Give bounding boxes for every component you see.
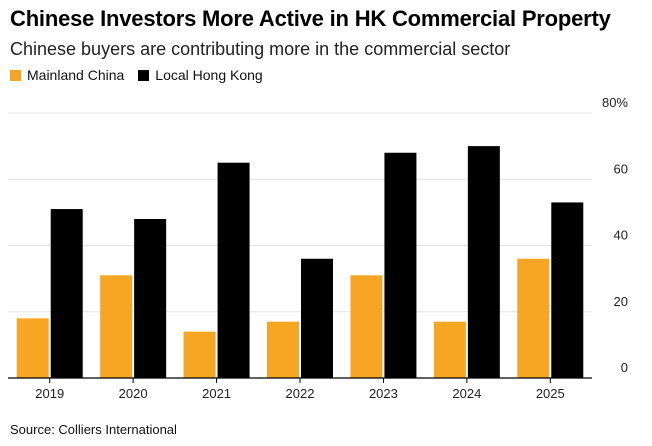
x-tick-label-2022: 2022 xyxy=(286,386,315,401)
chart-subtitle: Chinese buyers are contributing more in … xyxy=(10,39,511,59)
x-tick-label-2020: 2020 xyxy=(119,386,148,401)
bar-mainland-2020 xyxy=(100,275,133,378)
bar-local-2021 xyxy=(217,162,250,378)
bar-mainland-2022 xyxy=(267,321,299,378)
bar-local-2023 xyxy=(384,152,417,378)
legend-label-local: Local Hong Kong xyxy=(155,67,263,83)
source-note: Source: Colliers International xyxy=(10,422,177,437)
x-tick-label-2021: 2021 xyxy=(202,386,231,401)
bar-mainland-2021 xyxy=(183,331,216,378)
legend: Mainland China Local Hong Kong xyxy=(10,67,263,83)
bar-mainland-2025 xyxy=(517,258,550,378)
bar-local-2024 xyxy=(467,146,500,378)
bar-mainland-2024 xyxy=(433,321,466,378)
bar-local-2020 xyxy=(134,219,167,378)
x-tick-label-2025: 2025 xyxy=(536,386,565,401)
y-tick-label-0: 0 xyxy=(621,360,628,375)
y-tick-label-40: 40 xyxy=(614,228,628,243)
x-tick-label-2024: 2024 xyxy=(452,386,481,401)
y-tick-label-20: 20 xyxy=(614,294,628,309)
chart-title: Chinese Investors More Active in HK Comm… xyxy=(10,6,611,31)
y-tick-label-60: 60 xyxy=(614,161,628,176)
bar-mainland-2023 xyxy=(350,275,383,378)
legend-label-mainland: Mainland China xyxy=(27,67,125,83)
bar-local-2022 xyxy=(301,258,333,378)
bar-local-2019 xyxy=(50,209,83,378)
legend-item-local: Local Hong Kong xyxy=(138,67,263,83)
y-tick-label-80: 80% xyxy=(602,95,628,110)
x-tick-label-2023: 2023 xyxy=(369,386,398,401)
bar-mainland-2019 xyxy=(16,318,49,378)
legend-swatch-mainland xyxy=(10,69,21,81)
bar-local-2025 xyxy=(551,202,584,378)
legend-swatch-local xyxy=(138,69,150,81)
x-tick-label-2019: 2019 xyxy=(35,386,64,401)
legend-item-mainland: Mainland China xyxy=(10,67,124,83)
